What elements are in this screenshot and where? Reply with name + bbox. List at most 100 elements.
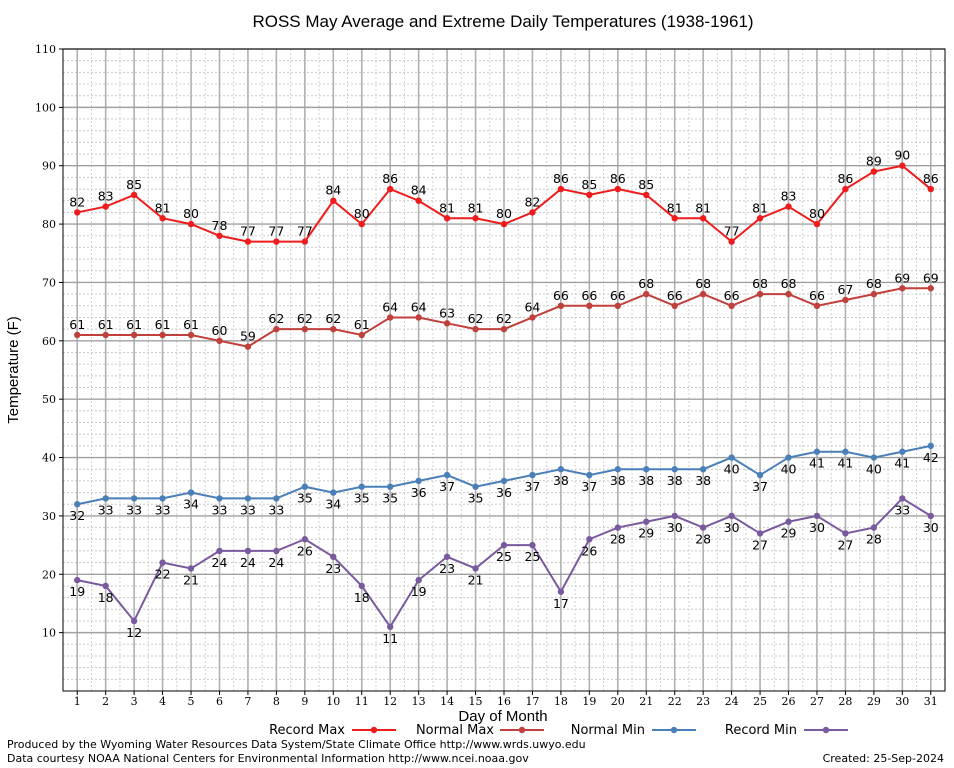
legend-swatch-marker [822, 726, 830, 734]
data-label: 24 [212, 555, 228, 570]
x-tick-label: 25 [753, 695, 767, 708]
data-point [671, 302, 678, 309]
data-label: 66 [553, 288, 569, 303]
data-label: 66 [667, 288, 683, 303]
data-label: 18 [354, 590, 370, 605]
data-point [756, 471, 764, 479]
x-tick-label: 3 [131, 695, 138, 708]
data-point [586, 471, 593, 479]
x-tick-label: 1 [74, 695, 81, 708]
data-label: 37 [524, 479, 540, 494]
data-label: 83 [781, 189, 797, 204]
legend: Record Max Normal Max Normal Min Record Min [269, 723, 848, 738]
data-point [330, 553, 337, 560]
data-label: 68 [638, 276, 654, 291]
data-label: 63 [439, 305, 455, 320]
data-point [216, 547, 223, 555]
data-point [358, 220, 365, 228]
y-tick-label: 60 [42, 335, 56, 348]
y-axis-label: Temperature (F) [5, 316, 22, 424]
data-point [870, 290, 878, 298]
data-label: 23 [325, 561, 341, 576]
data-label: 81 [155, 200, 171, 215]
data-label: 67 [837, 282, 853, 297]
data-label: 38 [610, 473, 626, 488]
legend-label: Record Min [725, 723, 797, 738]
data-point [159, 559, 166, 566]
data-point [756, 290, 764, 298]
data-point [244, 343, 252, 350]
data-label: 81 [667, 200, 683, 215]
data-point [415, 314, 422, 321]
data-point [500, 220, 508, 228]
data-label: 86 [923, 171, 939, 186]
x-tick-label: 22 [668, 695, 682, 708]
data-label: 86 [553, 171, 569, 186]
data-point [216, 337, 223, 345]
data-label: 24 [240, 555, 256, 570]
data-label: 22 [155, 567, 171, 582]
data-point [74, 331, 81, 339]
data-point [415, 477, 422, 485]
x-tick-label: 14 [440, 695, 454, 708]
x-tick-label: 5 [188, 695, 195, 708]
data-label: 86 [837, 171, 853, 186]
series-layer [74, 162, 934, 630]
x-tick-label: 9 [301, 695, 308, 708]
data-label: 81 [695, 200, 711, 215]
data-label: 86 [382, 171, 398, 186]
data-point [358, 331, 365, 339]
x-tick-label: 23 [696, 695, 710, 708]
data-point [756, 215, 764, 222]
data-label: 36 [496, 485, 512, 500]
data-labels: 82 83 85 81 80 78 77 77 77 84 80 86 84 81 81 80 82 86 85 86… [69, 148, 939, 646]
data-point [643, 290, 650, 298]
data-label: 61 [98, 317, 114, 332]
data-point [358, 483, 365, 490]
data-point [216, 495, 223, 502]
data-point [187, 331, 195, 339]
data-label: 38 [695, 473, 711, 488]
data-label: 40 [724, 462, 740, 477]
data-point [614, 302, 622, 309]
data-label: 11 [382, 631, 398, 646]
data-label: 26 [581, 543, 597, 558]
data-point [785, 290, 792, 298]
x-tick-label: 29 [867, 695, 881, 708]
x-tick-label: 13 [412, 695, 426, 708]
x-tick-label: 2 [102, 695, 109, 708]
data-label: 29 [781, 526, 797, 541]
y-tick-label: 50 [42, 393, 56, 406]
data-label: 83 [98, 189, 114, 204]
x-tick-label: 7 [244, 695, 251, 708]
data-label: 21 [183, 572, 199, 587]
data-point [244, 495, 252, 502]
chart-title: ROSS May Average and Extreme Daily Tempe… [252, 12, 753, 31]
data-label: 38 [667, 473, 683, 488]
data-point [500, 477, 508, 485]
data-label: 62 [468, 311, 484, 326]
data-point [472, 215, 479, 222]
data-label: 17 [553, 596, 569, 611]
data-label: 68 [866, 276, 882, 291]
data-label: 66 [581, 288, 597, 303]
data-label: 81 [752, 200, 768, 215]
data-label: 61 [183, 317, 199, 332]
x-tick-label: 6 [216, 695, 223, 708]
data-point [159, 215, 166, 222]
data-point [699, 290, 707, 298]
data-point [330, 489, 337, 496]
data-point [130, 617, 138, 625]
data-point [614, 524, 622, 531]
data-label: 25 [524, 549, 540, 564]
data-label: 61 [126, 317, 142, 332]
data-label: 62 [297, 311, 313, 326]
x-tick-label: 17 [525, 695, 539, 708]
data-point [443, 471, 451, 479]
data-point [842, 530, 849, 537]
data-point [813, 220, 821, 228]
data-point [130, 331, 138, 339]
data-point [899, 162, 906, 169]
data-point [244, 547, 252, 555]
data-label: 37 [439, 479, 455, 494]
